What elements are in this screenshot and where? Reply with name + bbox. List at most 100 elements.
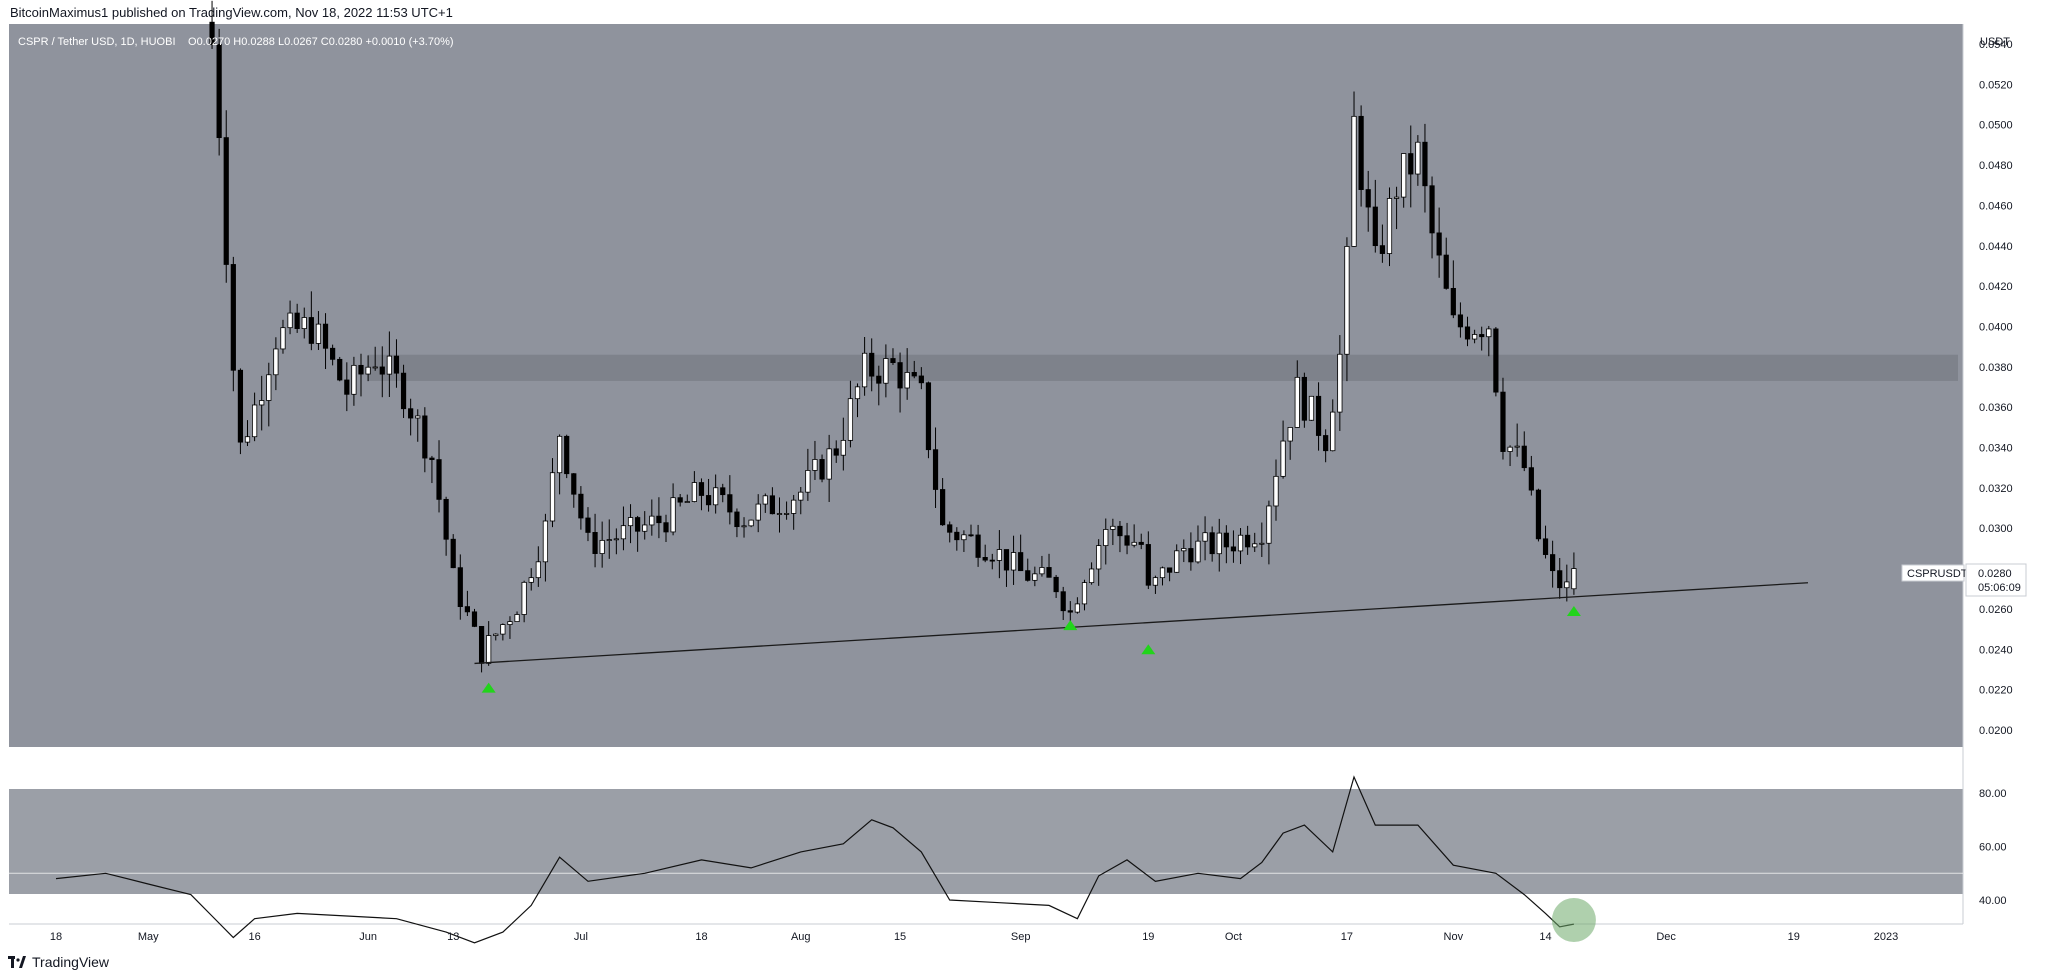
time-axis-labels: 18 May 16 Jun 13 Jul 18 Aug 15 Sep 19 Oct 17 Nov 14 Dec… [50,931,1898,943]
candle-body [1571,568,1577,590]
candle-body [365,366,371,375]
candle-body [358,364,364,375]
candle-body [1223,532,1229,548]
symbol-tag-box [1901,564,1965,582]
time-tick-label: 19 [1142,931,1154,943]
change-value: +0.0010 (+3.70%) [365,36,453,48]
rsi-line [55,775,1575,944]
candle-body [1521,445,1527,469]
candle-body [670,497,676,533]
price-pane[interactable] [9,24,1963,747]
candle-body [869,352,875,377]
candle-body [1003,549,1010,571]
price-tick-label: 0.0400 [1979,321,2013,333]
candle-body [677,497,683,503]
candle-body [755,503,761,521]
candle-body [1457,314,1464,328]
candle-body [1053,576,1059,593]
candle-body [989,559,995,562]
candle-body [422,415,428,459]
candle-body [911,372,917,377]
candle-body [748,519,754,527]
candle-body [1245,534,1251,548]
rsi-legend[interactable]: RSI (14, close, SMA, 14, 2) 31.03 Ø Ø [18,758,224,770]
candle-body [1081,582,1088,605]
candle-body [1514,445,1520,448]
candle-body [698,482,705,496]
publisher-header: BitcoinMaximus1 published on TradingView… [0,0,2047,26]
candle-body [493,633,499,636]
candle-body [266,374,272,401]
candle-body [1287,427,1293,442]
candle-body [1294,376,1300,428]
candle-body [1323,435,1329,452]
candle-body [1181,548,1187,552]
time-tick-label: 18 [695,931,707,943]
price-tick-label: 0.0440 [1979,241,2013,253]
candle-body [478,626,485,664]
price-tick-label: 0.0480 [1979,160,2013,172]
candle-body [776,513,783,515]
o-label: O [188,36,197,48]
candle-body [1351,115,1357,247]
candle-body [954,531,960,541]
candle-body [1315,395,1322,436]
l-label: L [278,36,284,48]
candle-body [223,137,229,265]
candle-body [443,498,449,540]
candle-body [372,366,378,369]
candle-body [379,366,385,375]
candle-body [762,495,768,505]
candle-body [280,327,286,350]
h-value: 0.0288 [241,36,275,48]
candle-body [769,495,775,515]
candle-body [1266,505,1272,544]
candle-body [613,538,619,541]
candle-body [542,520,549,563]
candle-body [1436,232,1442,256]
candle-body [1308,395,1315,421]
candle-body [663,522,669,533]
candle-body [1535,489,1542,540]
candle-body [1550,554,1556,572]
candle-body [471,611,478,627]
rsi-group [9,775,1963,944]
rsi-extra-2: Ø [215,758,224,770]
tradingview-logo-icon [8,956,26,968]
candle-body [464,606,470,613]
candle-body [578,493,584,519]
candle-body [1557,570,1563,589]
footer-brand[interactable]: TradingView [8,952,109,972]
time-tick-label: 2023 [1874,931,1898,943]
price-axis[interactable] [1963,24,2047,924]
time-tick-label: Dec [1656,931,1676,943]
candle-body [684,501,690,503]
candle-body [968,534,974,537]
time-tick-label: 17 [1341,931,1353,943]
price-tick-label: 0.0520 [1979,79,2013,91]
footer-brand-text: TradingView [32,954,110,970]
candle-body [1301,376,1307,421]
candle-body [741,525,747,528]
candle-body [209,21,215,45]
candle-body [507,621,513,625]
time-axis[interactable] [9,924,1963,948]
candle-body [1103,529,1109,547]
candle-body [1273,475,1279,507]
candle-body [783,513,790,515]
candle-body [457,567,463,608]
c-label: C [321,36,329,48]
candle-body [244,436,251,443]
symbol-legend[interactable]: CSPR / Tether USD, 1D, HUOBI [18,36,176,48]
bounce-arrow-marker [481,682,496,693]
candle-body [308,317,314,344]
time-tick-label: May [138,931,159,943]
candle-body [947,524,953,533]
candle-body [1479,334,1485,338]
candle-body [535,561,541,579]
candle-body [1237,534,1244,552]
rsi-value: 31.03 [160,758,188,770]
candle-body [940,489,946,526]
time-tick-label: 18 [50,931,62,943]
